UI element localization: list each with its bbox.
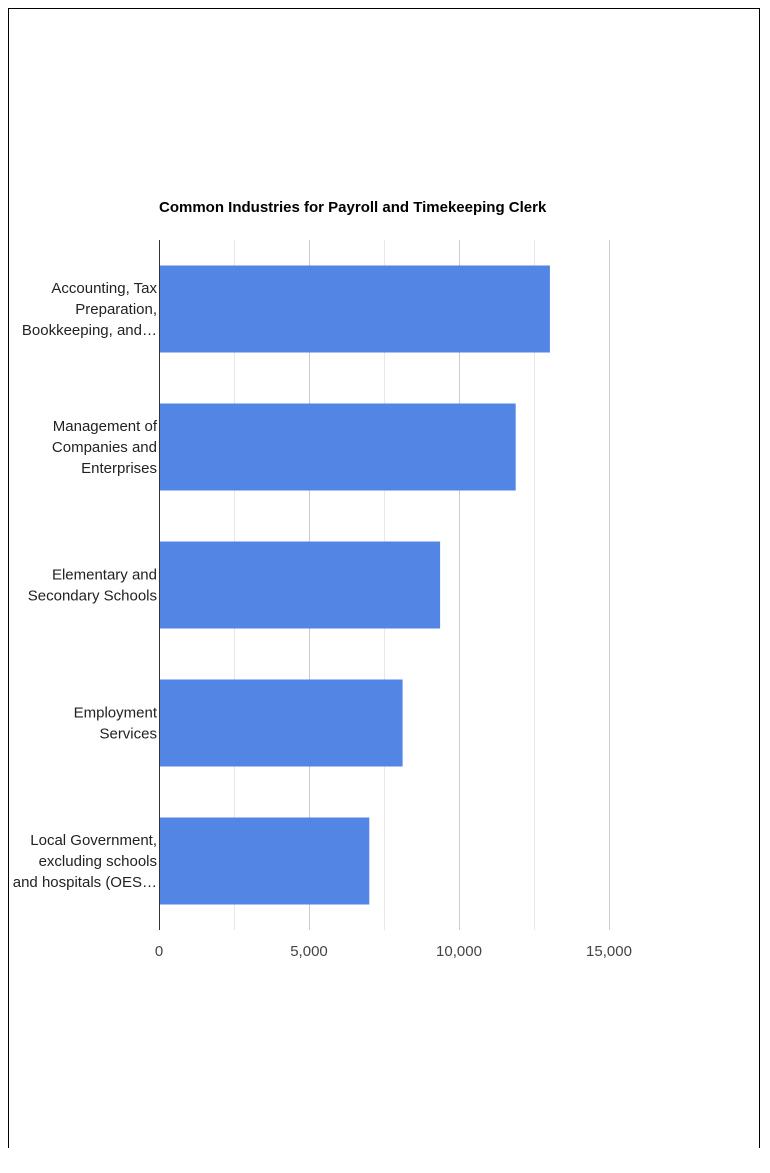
category-label-line: and hospitals (OES… [13,874,157,891]
chart-title: Common Industries for Payroll and Timeke… [159,199,547,216]
x-tick-label: 10,000 [436,943,482,960]
x-tick-label: 0 [155,943,163,960]
x-tick-label: 5,000 [290,943,328,960]
category-label: Employment Services [74,705,158,743]
x-tick-labels: 0 5,000 10,000 15,000 [155,943,632,960]
category-label: Accounting, Tax Preparation, Bookkeeping, … [22,280,158,339]
category-label: Elementary and Secondary Schools [28,567,157,605]
category-label-line: Secondary Schools [28,588,157,605]
category-label-line: Companies and [52,439,157,456]
category-label-line: excluding schools [39,853,157,870]
bar[interactable] [159,679,403,767]
bar[interactable] [159,817,370,905]
bars [159,265,550,905]
category-labels: Accounting, Tax Preparation, Bookkeeping, … [13,280,158,891]
category-label-line: Accounting, Tax [51,280,157,297]
category-label: Management of Companies and Enterprises [52,418,158,477]
chart-frame [8,8,760,1148]
bar[interactable] [159,265,550,353]
bar[interactable] [159,403,516,491]
category-label-line: Employment [74,705,158,722]
category-label-line: Local Government, [30,832,157,849]
bar[interactable] [159,541,441,629]
category-label-line: Enterprises [81,460,157,477]
category-label-line: Preparation, [75,301,157,318]
category-label-line: Bookkeeping, and… [22,322,157,339]
category-label-line: Elementary and [52,567,157,584]
category-label: Local Government, excluding schools and ho… [13,832,157,891]
category-label-line: Management of [53,418,158,435]
x-tick-label: 15,000 [586,943,632,960]
category-label-line: Services [99,726,157,743]
